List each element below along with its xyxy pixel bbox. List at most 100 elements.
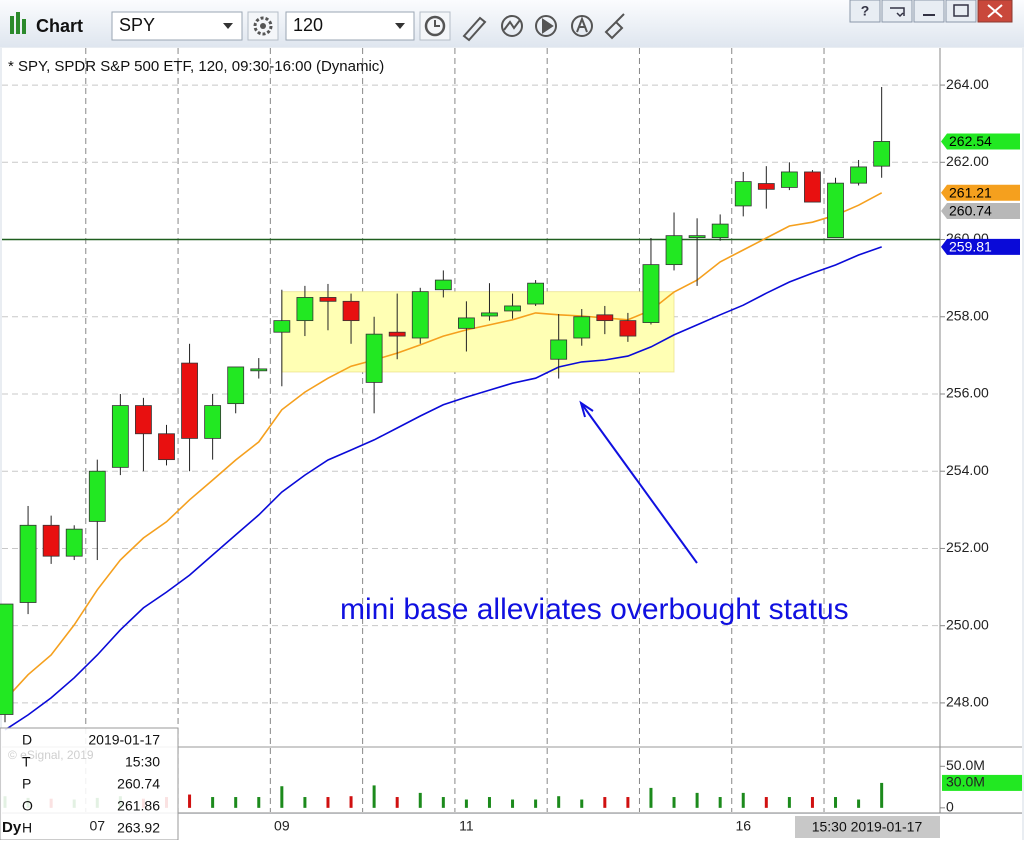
annotation: mini base alleviates overbought status (340, 593, 849, 626)
volume-bar (441, 797, 445, 808)
volume-bar (372, 785, 376, 808)
candle-body (0, 603, 14, 715)
highlight-box (281, 291, 675, 373)
y-tick-label: 262.00 (946, 153, 989, 169)
candle-body (204, 405, 222, 439)
candle-body (319, 297, 337, 302)
data-window-key: D (22, 732, 32, 748)
y-tick-label: 252.00 (946, 539, 989, 555)
volume-bar (511, 799, 515, 808)
price-tag-label: 261.21 (949, 185, 992, 201)
price-tag-label: 262.54 (949, 133, 992, 149)
time-button[interactable] (419, 11, 451, 41)
volume-bar (557, 796, 561, 808)
moving-average (4, 246, 882, 731)
candle-body (481, 312, 498, 317)
volume-bar (303, 797, 307, 808)
candle-body (65, 528, 83, 557)
data-window-box (0, 727, 179, 841)
window-title: Chart (36, 16, 83, 36)
volume-bar (349, 796, 353, 808)
price-tag (941, 202, 1020, 219)
help-button[interactable]: ? (861, 3, 870, 19)
copyright: © eSignal, 2019 (8, 748, 94, 762)
candle-body (158, 433, 175, 461)
candle-body (711, 223, 729, 238)
candle-body (273, 320, 291, 333)
x-tick-label: 09 (274, 818, 290, 834)
volume-bar (580, 799, 584, 808)
price-tag (941, 184, 1020, 201)
settings-button[interactable] (247, 11, 279, 41)
dropdown-arrow (395, 23, 405, 29)
volume-bar (787, 797, 791, 808)
candle-body (827, 182, 844, 238)
volume-bar (695, 792, 699, 808)
candle-body (734, 181, 752, 207)
data-window-key: T (22, 754, 31, 770)
interval-dropdown[interactable] (285, 11, 415, 41)
tool-icons[interactable] (462, 13, 625, 42)
volume-tick-label: 0 (946, 799, 954, 815)
volume-bar (280, 786, 284, 808)
candle-body (88, 470, 106, 522)
volume-bar (211, 797, 215, 808)
window-buttons[interactable]: ? (849, 0, 1013, 23)
volume-bar (395, 797, 399, 808)
volume-bar (718, 797, 722, 808)
price-axis (940, 48, 1022, 813)
candle-body (642, 264, 660, 323)
volume-bar (857, 799, 861, 808)
candle-body (42, 524, 60, 557)
data-window-value: 2019-01-17 (88, 732, 160, 748)
volume-bar (672, 797, 676, 808)
volume-tag (942, 774, 1022, 791)
volume-tick-label: 50.0M (946, 757, 985, 773)
data-window-key: H (22, 820, 32, 836)
annotation-arrow (579, 400, 698, 564)
data-window-key: P (22, 776, 31, 792)
chart-title: * SPY, SPDR S&P 500 ETF, 120, 09:30-16:0… (8, 58, 384, 75)
candle-body (111, 405, 129, 468)
symbol-dropdown[interactable] (111, 11, 243, 41)
cursor-label: 15:30 2019-01-17 (812, 819, 923, 835)
candle-body (250, 368, 268, 372)
x-tick-label: 07 (89, 818, 105, 834)
candle-body (227, 366, 245, 405)
price-tag-label: 259.81 (949, 239, 992, 255)
volume-bar (188, 794, 192, 808)
volume-bar (834, 797, 838, 808)
volume-bar (741, 792, 745, 808)
volume-tag-label: 30.0M (946, 774, 985, 790)
plot-layer (0, 48, 945, 812)
candle-body (688, 235, 706, 238)
candle-body (388, 331, 406, 337)
price-tag (941, 133, 1020, 150)
candle-body (434, 279, 452, 291)
data-window-value: 261.86 (117, 798, 160, 814)
volume-bar (603, 797, 607, 808)
x-tick-label: 16 (735, 818, 751, 834)
volume-bar (464, 799, 468, 808)
volume-bar (418, 792, 422, 808)
volume-bar (234, 797, 238, 808)
candle-body (135, 405, 152, 435)
volume-bar (764, 797, 768, 808)
volume-bar (326, 797, 330, 808)
candle-body (757, 183, 775, 190)
candle-body (619, 320, 637, 337)
data-window-key: O (22, 798, 33, 814)
symbol-value: SPY (119, 15, 155, 35)
candle-body (665, 235, 683, 266)
y-tick-label: 258.00 (946, 307, 989, 323)
data-window: © eSignal, 2019 Dy D 2019-01-17 T 15:30 P 260… (0, 727, 179, 841)
candle-body (527, 282, 545, 305)
volume-bar (626, 797, 630, 808)
y-tick-label: 250.00 (946, 616, 989, 632)
moving-average (4, 192, 883, 701)
candle-body (296, 297, 314, 322)
cursor-label-box (795, 816, 940, 838)
candle-body (780, 171, 798, 188)
candle-body (342, 300, 360, 322)
